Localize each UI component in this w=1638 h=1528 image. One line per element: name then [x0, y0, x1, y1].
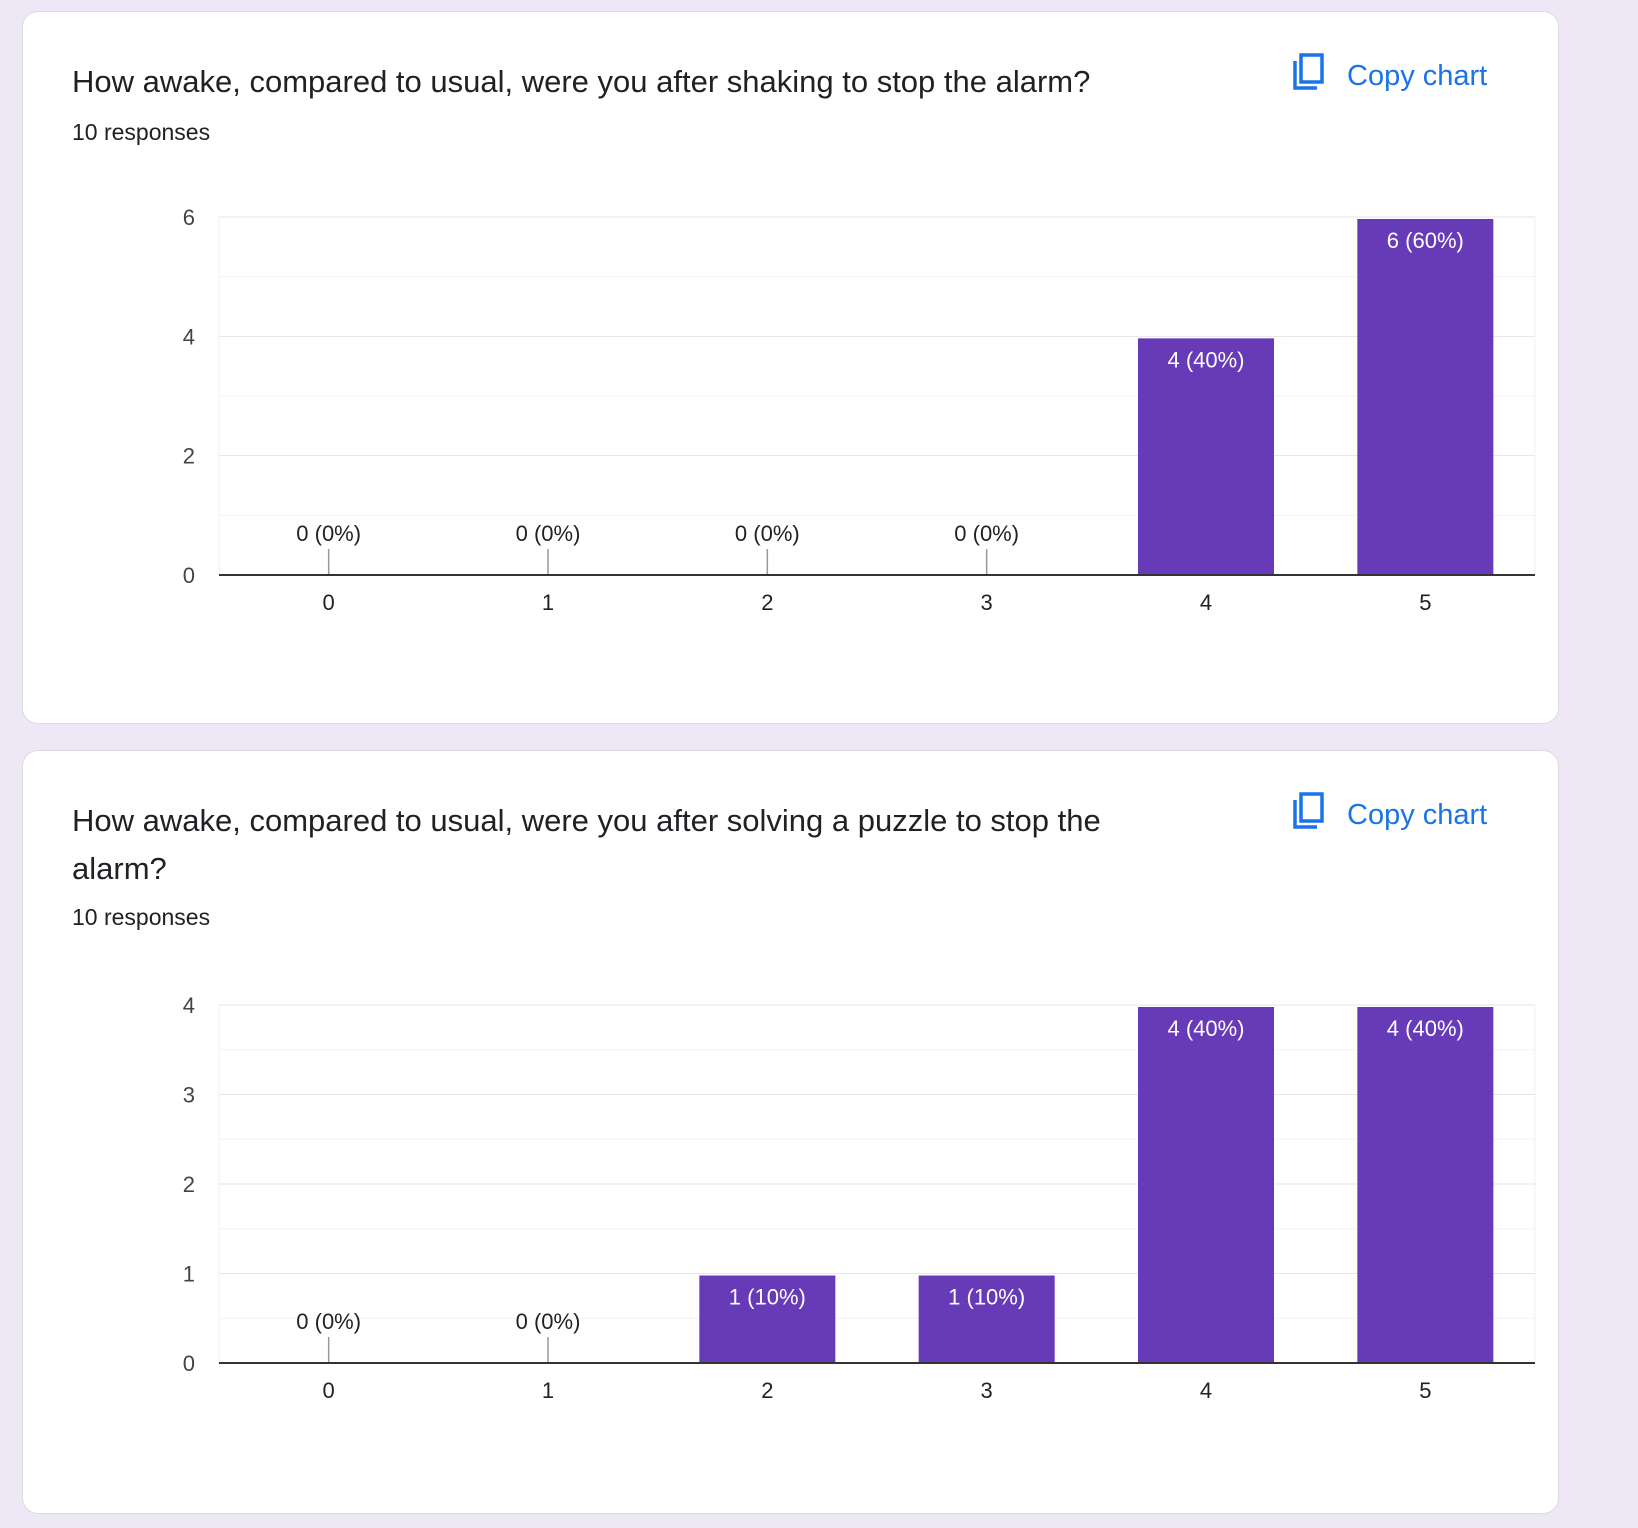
data-label: 0 (0%) — [296, 521, 361, 546]
question-card: How awake, compared to usual, were you a… — [22, 11, 1559, 724]
y-tick-label: 2 — [183, 1172, 195, 1197]
data-label: 4 (40%) — [1167, 347, 1244, 372]
question-title: How awake, compared to usual, were you a… — [72, 803, 1101, 886]
data-label: 0 (0%) — [516, 1309, 581, 1334]
data-label: 1 (10%) — [948, 1285, 1025, 1310]
bar — [1357, 1007, 1494, 1363]
copy-icon — [1291, 52, 1347, 100]
copy-chart-button[interactable]: Copy chart — [1291, 52, 1488, 100]
bar — [1138, 338, 1274, 575]
bar — [699, 1275, 836, 1363]
bar — [1138, 1007, 1274, 1363]
response-count: 10 responses — [72, 119, 211, 145]
response-count: 10 responses — [72, 904, 211, 930]
x-tick-label: 3 — [981, 1378, 993, 1403]
y-tick-label: 4 — [183, 324, 195, 349]
copy-icon — [1291, 791, 1347, 839]
copy-chart-label: Copy chart — [1347, 59, 1488, 92]
bar — [1357, 219, 1494, 575]
bar-chart: 0 2 4 6 0 (0%) 0 0 (0%) 1 0 (0%) 2 0 (0%) 3 4 (40%) 4… — [183, 205, 1536, 615]
y-tick-label: 1 — [183, 1262, 195, 1287]
data-label: 0 (0%) — [735, 521, 800, 546]
bar — [918, 1275, 1055, 1363]
data-label: 0 (0%) — [296, 1309, 361, 1334]
data-label: 0 (0%) — [954, 521, 1019, 546]
y-tick-label: 4 — [183, 993, 195, 1018]
question-card: How awake, compared to usual, were you a… — [22, 750, 1559, 1514]
y-tick-label: 0 — [183, 563, 195, 588]
data-label: 0 (0%) — [516, 521, 581, 546]
x-tick-label: 1 — [542, 1378, 554, 1403]
bar-chart: 0 1 2 3 4 0 (0%) 0 0 (0%) 1 1 (10%) 2 1 (10%) 3 4 (40… — [183, 993, 1536, 1403]
x-tick-label: 0 — [323, 1378, 335, 1403]
x-tick-label: 2 — [761, 1378, 773, 1403]
x-tick-label: 3 — [981, 590, 993, 615]
x-tick-label: 2 — [761, 590, 773, 615]
x-tick-label: 1 — [542, 590, 554, 615]
data-label: 6 (60%) — [1387, 228, 1464, 253]
copy-chart-label: Copy chart — [1347, 798, 1488, 831]
x-tick-label: 5 — [1419, 590, 1431, 615]
question-title: How awake, compared to usual, were you a… — [72, 64, 1091, 99]
y-tick-label: 3 — [183, 1083, 195, 1108]
x-tick-label: 4 — [1200, 590, 1212, 615]
copy-chart-button[interactable]: Copy chart — [1291, 791, 1488, 839]
y-tick-label: 6 — [183, 205, 195, 230]
x-tick-label: 4 — [1200, 1378, 1212, 1403]
data-label: 4 (40%) — [1387, 1016, 1464, 1041]
y-tick-label: 0 — [183, 1351, 195, 1376]
y-tick-label: 2 — [183, 444, 195, 469]
x-tick-label: 5 — [1419, 1378, 1431, 1403]
data-label: 1 (10%) — [729, 1285, 806, 1310]
data-label: 4 (40%) — [1167, 1016, 1244, 1041]
x-tick-label: 0 — [323, 590, 335, 615]
